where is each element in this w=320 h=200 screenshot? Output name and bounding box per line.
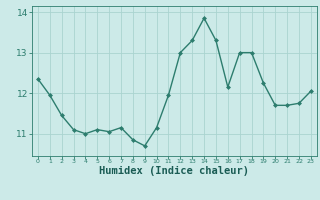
X-axis label: Humidex (Indice chaleur): Humidex (Indice chaleur) <box>100 166 249 176</box>
